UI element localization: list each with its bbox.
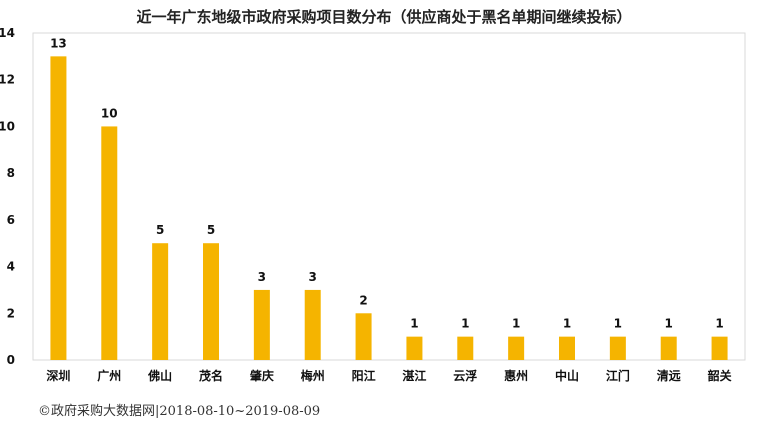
y-tick-label: 14	[0, 26, 15, 40]
data-label: 1	[410, 317, 418, 331]
x-category-label: 茂名	[199, 368, 223, 383]
data-label: 1	[665, 317, 673, 331]
y-tick-label: 12	[0, 73, 15, 87]
data-label: 2	[359, 293, 367, 307]
data-label: 1	[715, 317, 723, 331]
x-category-label: 深圳	[46, 368, 70, 383]
x-category-label: 江门	[606, 368, 630, 383]
x-category-label: 惠州	[504, 368, 528, 383]
bar	[660, 336, 677, 360]
bar	[304, 289, 321, 360]
x-category-label: 梅州	[301, 368, 325, 383]
data-label: 13	[50, 36, 67, 50]
bar	[50, 56, 67, 360]
x-category-label: 阳江	[352, 368, 376, 383]
chart-labels: 13 深圳 10 广州 5 佛山 5 茂名 3 肇庆 3 梅州 2 阳江 1 湛江 1 云浮 1 惠州 1 中山 1 江门 1 清…	[46, 36, 731, 383]
bar	[508, 336, 525, 360]
data-label: 10	[101, 106, 118, 120]
y-tick-label: 0	[7, 353, 15, 367]
bar	[559, 336, 575, 360]
bar-chart: 0 2 4 6 8 10 12 14 13 深圳 10 广州 5 佛山 5 茂名 3 肇庆 3 梅州 2 阳江 1 湛江 1 云…	[0, 26, 746, 383]
x-category-label: 广州	[97, 368, 121, 383]
x-category-label: 肇庆	[250, 368, 274, 383]
data-label: 1	[461, 317, 469, 331]
bar	[203, 243, 219, 360]
bar	[152, 243, 169, 360]
data-label: 1	[563, 317, 571, 331]
data-label: 5	[156, 223, 164, 237]
data-label: 5	[207, 223, 215, 237]
chart-bars	[50, 56, 728, 360]
bar	[609, 336, 626, 360]
source-note: ©政府采购大数据网|2018-08-10~2019-08-09	[38, 404, 321, 419]
x-category-label: 佛山	[147, 368, 172, 383]
x-category-label: 韶关	[708, 368, 732, 383]
data-label: 1	[614, 317, 622, 331]
y-tick-label: 2	[7, 306, 15, 320]
bar	[355, 313, 372, 360]
y-tick-label: 8	[7, 166, 15, 180]
y-tick-label: 6	[7, 213, 15, 227]
bar	[457, 336, 474, 360]
data-label: 1	[512, 317, 520, 331]
bar	[711, 336, 728, 360]
data-label: 3	[258, 270, 266, 284]
y-tick-label: 10	[0, 119, 15, 133]
y-tick-label: 4	[7, 260, 15, 274]
bar	[101, 126, 118, 360]
x-category-label: 湛江	[402, 368, 426, 383]
bar	[253, 289, 270, 360]
x-category-label: 云浮	[453, 368, 477, 383]
bar	[406, 336, 423, 360]
x-category-label: 中山	[555, 368, 579, 383]
x-category-label: 清远	[657, 368, 681, 383]
plot-area-border	[32, 32, 746, 361]
chart-title: 近一年广东地级市政府采购项目数分布（供应商处于黑名单期间继续投标）	[136, 8, 632, 26]
data-label: 3	[309, 270, 317, 284]
